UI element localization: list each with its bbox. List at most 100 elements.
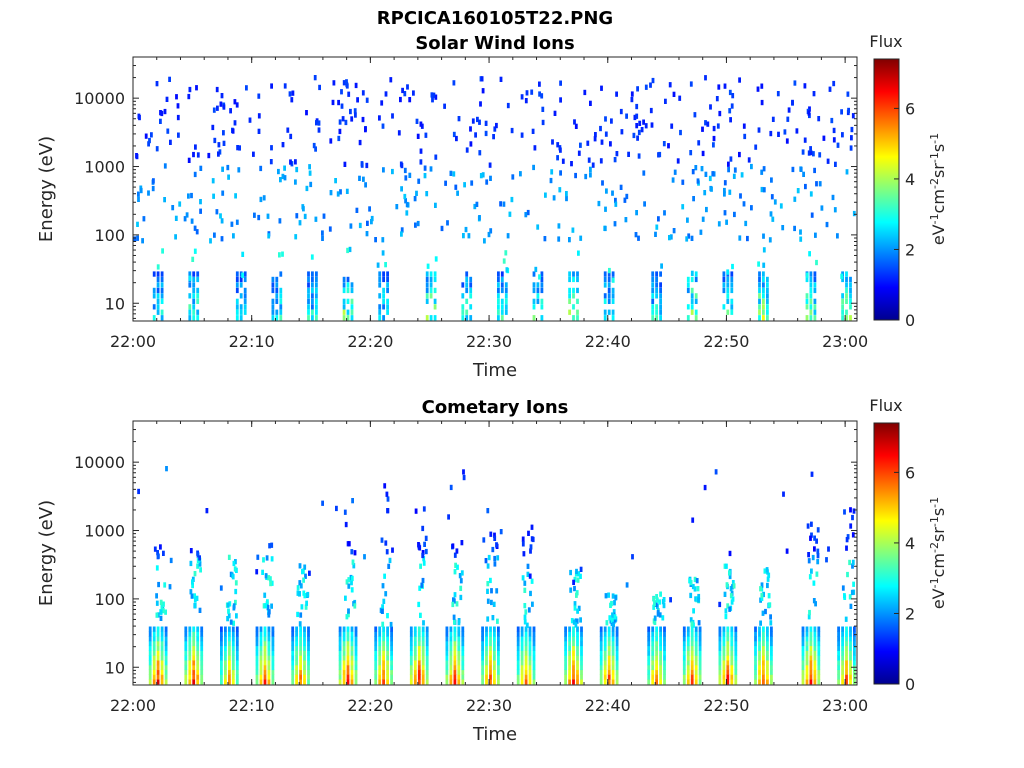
- heatmap-cell: [718, 645, 722, 651]
- heatmap-cell: [195, 85, 198, 91]
- heatmap-cell: [224, 650, 227, 656]
- heatmap-cell: [651, 271, 655, 277]
- heatmap-cell: [528, 669, 532, 675]
- heatmap-cell: [155, 565, 159, 571]
- heatmap-cell: [452, 80, 456, 86]
- heatmap-cell: [176, 114, 180, 121]
- heatmap-cell: [742, 123, 746, 129]
- heatmap-cell: [304, 604, 308, 610]
- heatmap-cell: [461, 669, 465, 675]
- heatmap-cell: [682, 636, 686, 642]
- heatmap-cell: [516, 645, 520, 651]
- heatmap-cell: [723, 187, 726, 194]
- heatmap-cell: [559, 170, 562, 176]
- heatmap-cell: [461, 309, 465, 315]
- heatmap-cell: [694, 645, 698, 651]
- heatmap-cell: [500, 287, 504, 294]
- heatmap-cell: [220, 640, 223, 647]
- heatmap-cell: [805, 640, 809, 647]
- heatmap-cell: [663, 650, 666, 656]
- heatmap-cell: [484, 558, 488, 564]
- heatmap-cell: [607, 592, 610, 598]
- heatmap-cell: [342, 679, 346, 685]
- heatmap-cell: [579, 573, 582, 579]
- heatmap-cell: [238, 145, 241, 151]
- heatmap-cell: [712, 135, 716, 142]
- heatmap-cell: [188, 309, 192, 315]
- heatmap-cell: [770, 636, 773, 642]
- heatmap-cell: [425, 271, 429, 277]
- heatmap-cell: [256, 554, 260, 560]
- heatmap-cell: [160, 626, 164, 632]
- heatmap-cell: [599, 626, 603, 632]
- heatmap-cell: [697, 597, 700, 603]
- heatmap-cell: [148, 669, 152, 675]
- heatmap-cell: [520, 669, 524, 675]
- heatmap-cell: [611, 190, 614, 196]
- heatmap-cell: [805, 298, 809, 304]
- heatmap-cell: [793, 225, 796, 232]
- heatmap-cell: [599, 631, 603, 637]
- heatmap-cell: [346, 298, 350, 304]
- heatmap-cell: [303, 626, 306, 632]
- heatmap-cell: [338, 664, 342, 671]
- heatmap-cell: [338, 650, 342, 656]
- heatmap-cell: [386, 276, 389, 283]
- heatmap-cell: [731, 596, 735, 602]
- heatmap-cell: [283, 175, 287, 181]
- heatmap-cell: [283, 83, 287, 89]
- heatmap-cell: [766, 309, 769, 315]
- heatmap-cell: [409, 626, 413, 632]
- heatmap-cell: [257, 93, 261, 99]
- heatmap-cell: [837, 669, 840, 675]
- heatmap-cell: [345, 614, 349, 620]
- heatmap-cell: [599, 679, 603, 685]
- heatmap-cell: [520, 650, 524, 656]
- heatmap-cell: [807, 558, 811, 564]
- heatmap-cell: [346, 640, 350, 647]
- heatmap-cell: [655, 594, 658, 600]
- heatmap-cell: [573, 576, 577, 583]
- heatmap-cell: [409, 631, 413, 637]
- heatmap-cell: [160, 679, 164, 685]
- heatmap-cell: [259, 669, 263, 675]
- heatmap-cell: [299, 674, 302, 680]
- heatmap-cell: [307, 309, 310, 315]
- heatmap-cell: [698, 674, 702, 680]
- heatmap-cell: [607, 271, 611, 277]
- heatmap-cell: [785, 548, 789, 554]
- heatmap-cell: [152, 679, 156, 685]
- heatmap-cell: [659, 298, 662, 304]
- heatmap-cell: [346, 276, 350, 283]
- heatmap-cell: [762, 166, 766, 172]
- heatmap-cell: [530, 536, 534, 542]
- heatmap-cell: [809, 655, 813, 661]
- heatmap-cell: [711, 171, 715, 177]
- heatmap-cell: [758, 664, 761, 671]
- heatmap-cell: [286, 127, 290, 133]
- heatmap-cell: [830, 117, 834, 124]
- heatmap-cell: [686, 660, 690, 666]
- heatmap-cell: [416, 220, 420, 227]
- heatmap-cell: [255, 664, 259, 671]
- heatmap-cell: [234, 559, 237, 565]
- heatmap-cell: [365, 162, 369, 169]
- heatmap-cell: [813, 640, 817, 647]
- heatmap-cell: [730, 669, 734, 675]
- heatmap-cell: [730, 271, 734, 277]
- heatmap-cell: [686, 287, 690, 294]
- heatmap-cell: [184, 669, 188, 675]
- heatmap-cell: [655, 224, 659, 230]
- heatmap-cell: [607, 282, 611, 288]
- heatmap-cell: [164, 674, 168, 680]
- heatmap-cell: [492, 601, 496, 607]
- heatmap-cell: [350, 575, 354, 582]
- heatmap-cell: [171, 205, 175, 211]
- heatmap-cell: [336, 191, 340, 197]
- heatmap-cell: [417, 669, 421, 675]
- heatmap-cell: [568, 664, 571, 671]
- heatmap-cell: [663, 645, 666, 651]
- heatmap-cell: [607, 276, 611, 283]
- heatmap-cell: [758, 309, 761, 315]
- heatmap-cell: [267, 650, 271, 656]
